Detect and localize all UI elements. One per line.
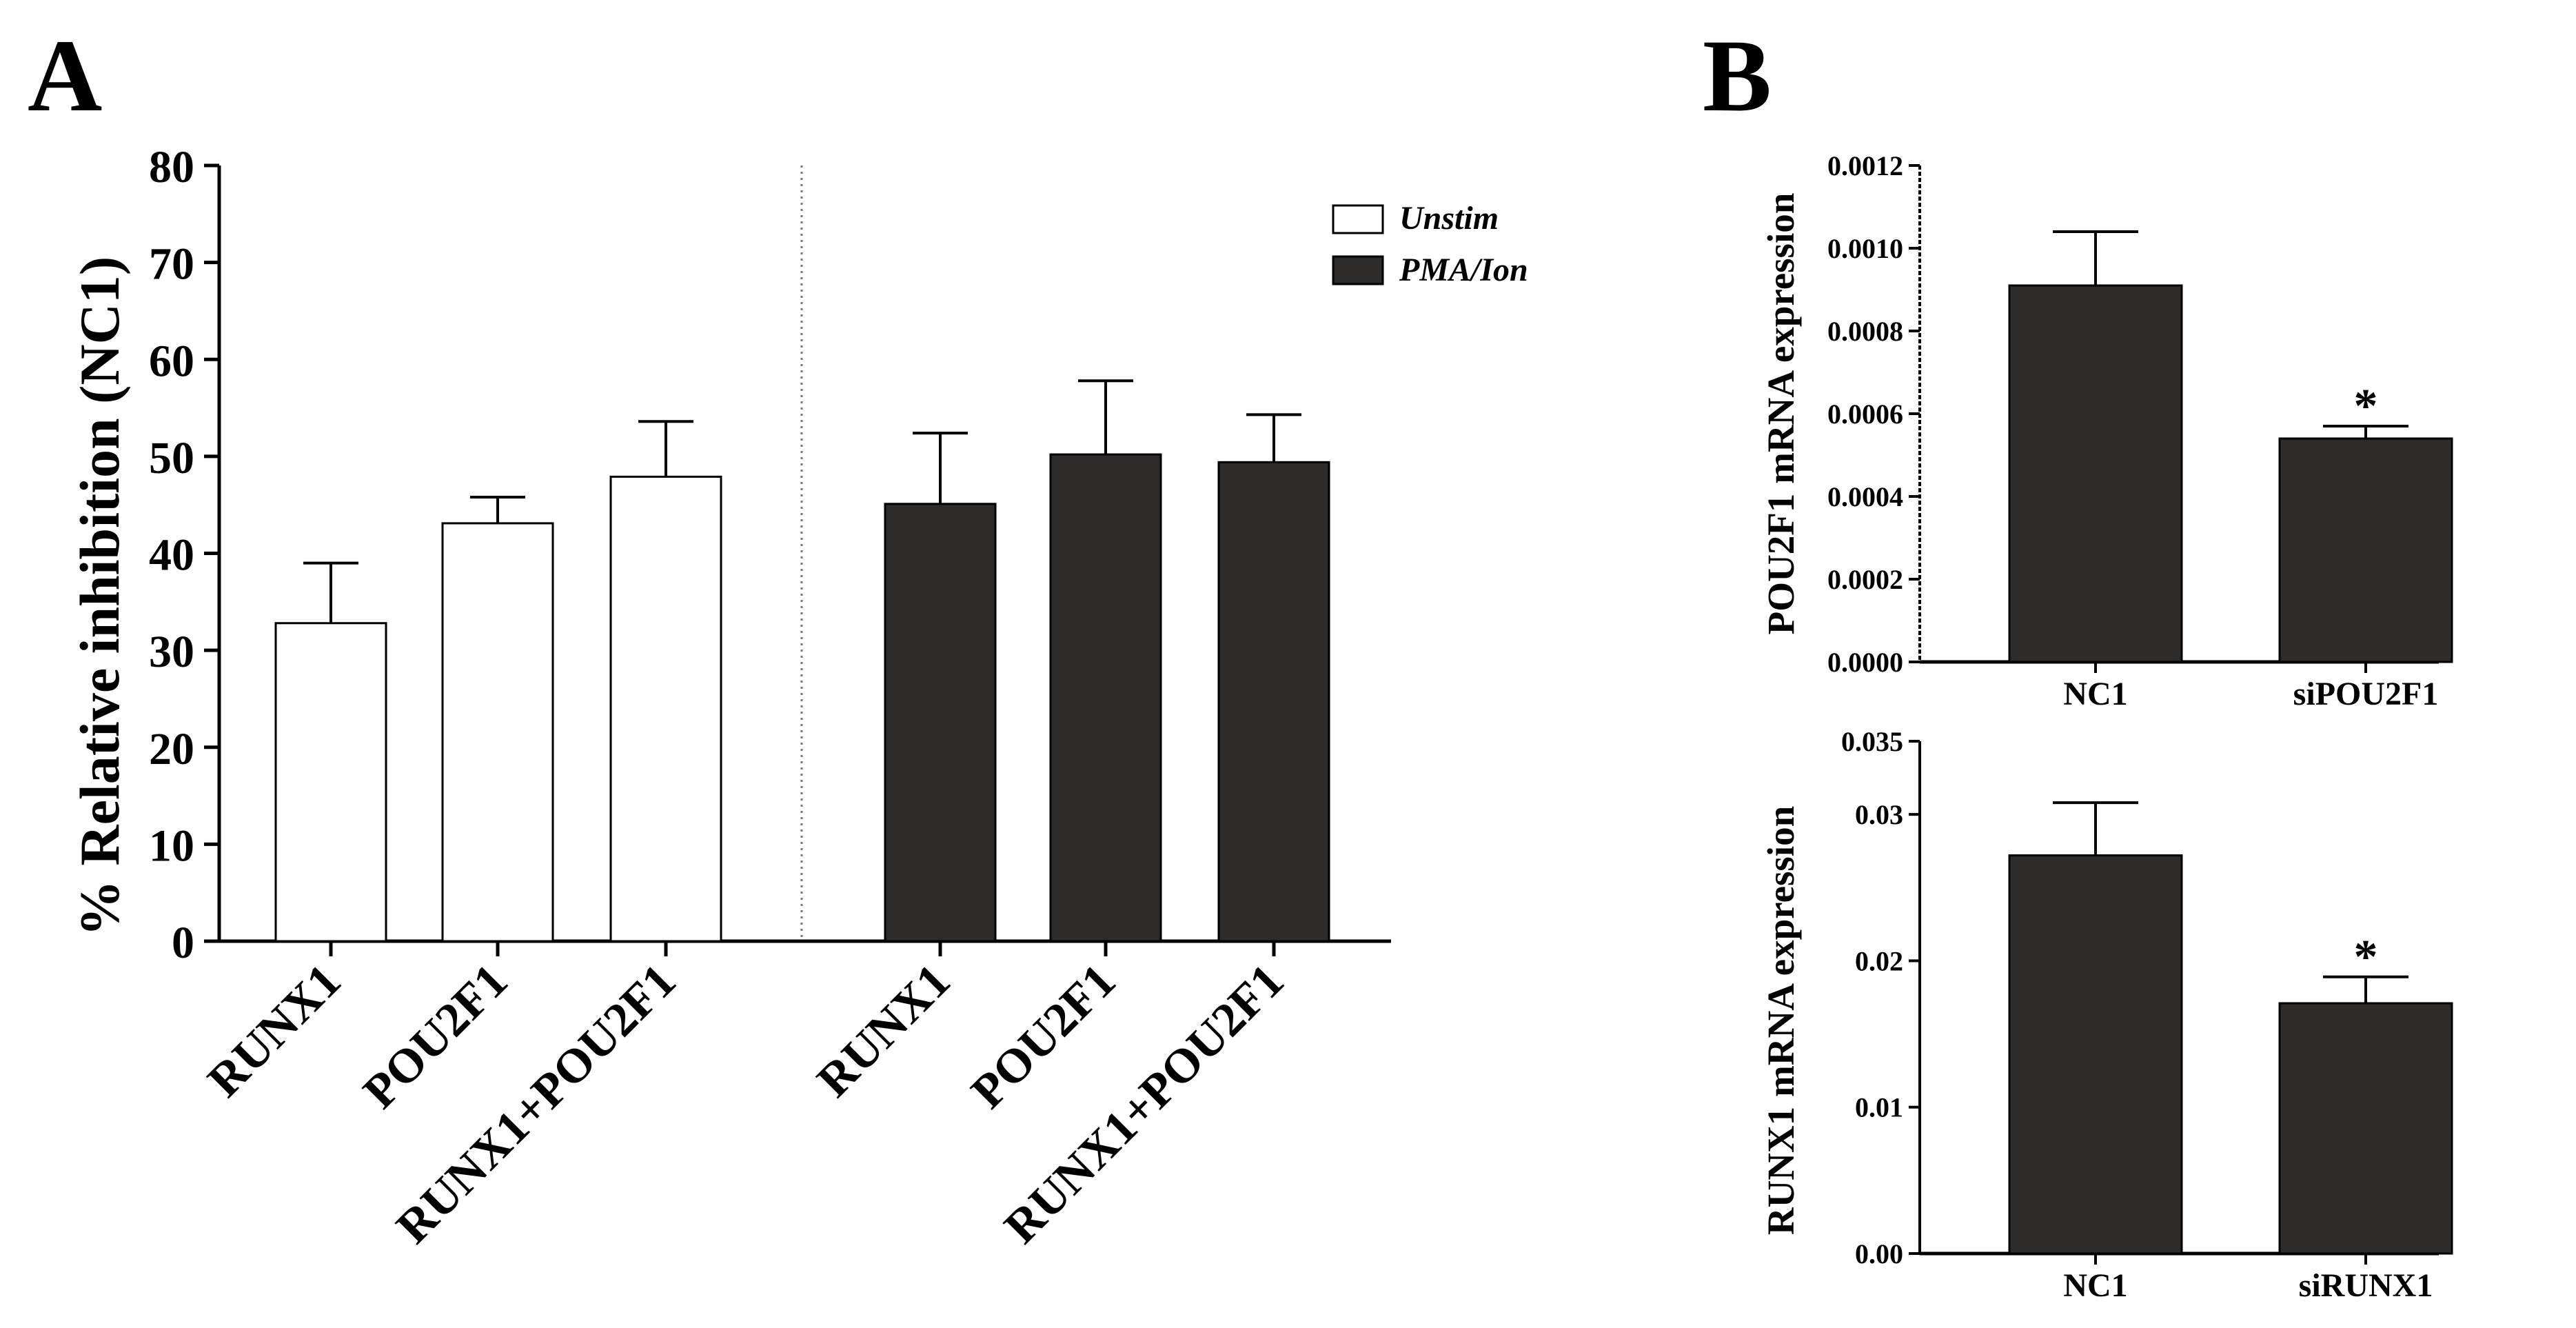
x-tick-label-pma-ion-pou2f1: POU2F1 (962, 954, 1126, 1119)
chart-b1-y-tick-label-2: 0.0004 (1827, 481, 1903, 512)
chart-pou2f1-expression: 0.0000 0.0002 0.0004 0.0006 0.0008 0.0010 0.00… (1760, 150, 2453, 712)
chart-a-y-tick-label-50: 50 (149, 433, 194, 483)
chart-b2-y-ticks: 0.00 0.01 0.02 0.03 0.035 (1841, 726, 1920, 1269)
chart-b1-y-tick-label-6: 0.0012 (1827, 150, 1903, 181)
chart-b1-bars: * (2008, 230, 2453, 663)
chart-a-axes (217, 165, 1391, 943)
chart-b1-y-tick-label-1: 0.0002 (1827, 564, 1903, 595)
chart-a-y-tick-label-80: 80 (149, 142, 194, 192)
x-tick-label-unstim-runx1-pou2f1: RUNX1+POU2F1 (387, 954, 687, 1254)
legend-swatch-unstim (1332, 204, 1384, 234)
chart-b1-bar-sipou2f1 (2278, 437, 2453, 663)
chart-b1-y-axis-label: POU2F1 mRNA expression (1760, 193, 1802, 635)
bar-pma-ion-runx1 (884, 503, 997, 943)
chart-b2-bar-sirunx1 (2278, 1002, 2453, 1255)
chart-b2-y-tick-label-3: 0.03 (1855, 799, 1903, 830)
x-tick-label-unstim-runx1: RUNX1 (198, 954, 351, 1107)
panel-label-b: B (1703, 19, 1772, 133)
bar-unstim-runx1-pou2f1 (609, 475, 722, 943)
chart-a-y-tick-label-60: 60 (149, 336, 194, 386)
chart-a-bars (274, 379, 1330, 943)
chart-a-y-tick-label-0: 0 (172, 918, 194, 968)
chart-b2-y-tick-label-1: 0.01 (1855, 1092, 1903, 1123)
chart-b2-x-tick-label-sirunx1: siRUNX1 (2299, 1267, 2433, 1304)
chart-b2-y-tick-label-0: 0.00 (1855, 1238, 1903, 1269)
chart-b1-x-tick-label-sipou2f1: siPOU2F1 (2293, 676, 2439, 712)
x-tick-label-unstim-pou2f1: POU2F1 (354, 954, 518, 1119)
chart-a-y-tick-label-40: 40 (149, 530, 194, 581)
chart-b2-bars: * (2008, 801, 2453, 1255)
chart-b2-x-ticks: NC1 siRUNX1 (2063, 1254, 2433, 1304)
bar-unstim-pou2f1 (441, 522, 554, 943)
panel-label-a: A (28, 19, 102, 133)
chart-b1-y-ticks: 0.0000 0.0002 0.0004 0.0006 0.0008 0.0010 0.00… (1827, 150, 1920, 678)
chart-b1-y-tick-label-5: 0.0010 (1827, 233, 1903, 264)
x-tick-label-pma-ion-runx1: RUNX1 (807, 954, 960, 1107)
legend-label-pma-ion: PMA/Ion (1399, 252, 1528, 288)
chart-b1-y-tick-label-0: 0.0000 (1827, 647, 1903, 678)
chart-b2-y-axis-label: RUNX1 mRNA expression (1760, 806, 1802, 1235)
legend-label-unstim: Unstim (1399, 200, 1499, 237)
bar-unstim-runx1 (274, 622, 387, 943)
chart-b2-x-tick-label-nc1: NC1 (2063, 1267, 2127, 1304)
chart-a-y-tick-label-70: 70 (149, 239, 194, 290)
x-tick-label-pma-ion-runx1-pou2f1: RUNX1+POU2F1 (995, 954, 1295, 1254)
chart-a-y-tick-label-30: 30 (149, 627, 194, 677)
chart-b1-y-tick-label-4: 0.0008 (1827, 316, 1903, 347)
bar-pma-ion-runx1-pou2f1 (1217, 461, 1330, 943)
chart-a-legend: Unstim PMA/Ion (1332, 200, 1528, 288)
chart-b1-x-tick-label-nc1: NC1 (2063, 676, 2127, 712)
chart-b2-y-tick-label-2: 0.02 (1855, 945, 1903, 976)
chart-b2-y-tick-label-4: 0.035 (1841, 726, 1903, 757)
chart-b2-significance-sirunx1: * (2354, 931, 2378, 984)
chart-a-y-axis-label: % Relative inhibition (NC1) (68, 256, 131, 936)
chart-b1-bar-nc1 (2008, 284, 2183, 663)
legend-swatch-pma-ion (1332, 255, 1384, 285)
chart-a-y-tick-label-10: 10 (149, 821, 194, 871)
bar-pma-ion-pou2f1 (1049, 453, 1162, 943)
chart-a-y-tick-label-20: 20 (149, 724, 194, 774)
chart-b1-x-ticks: NC1 siPOU2F1 (2063, 662, 2438, 712)
chart-b1-y-tick-label-3: 0.0006 (1827, 399, 1903, 430)
chart-a-y-ticks: 0 10 20 30 40 50 60 70 80 (149, 142, 219, 968)
chart-b2-bar-nc1 (2008, 854, 2183, 1255)
chart-b1-significance-sipou2f1: * (2354, 380, 2378, 433)
chart-runx1-expression: 0.00 0.01 0.02 0.03 0.035 * NC1 siRUNX1 RUNX1… (1760, 726, 2453, 1304)
